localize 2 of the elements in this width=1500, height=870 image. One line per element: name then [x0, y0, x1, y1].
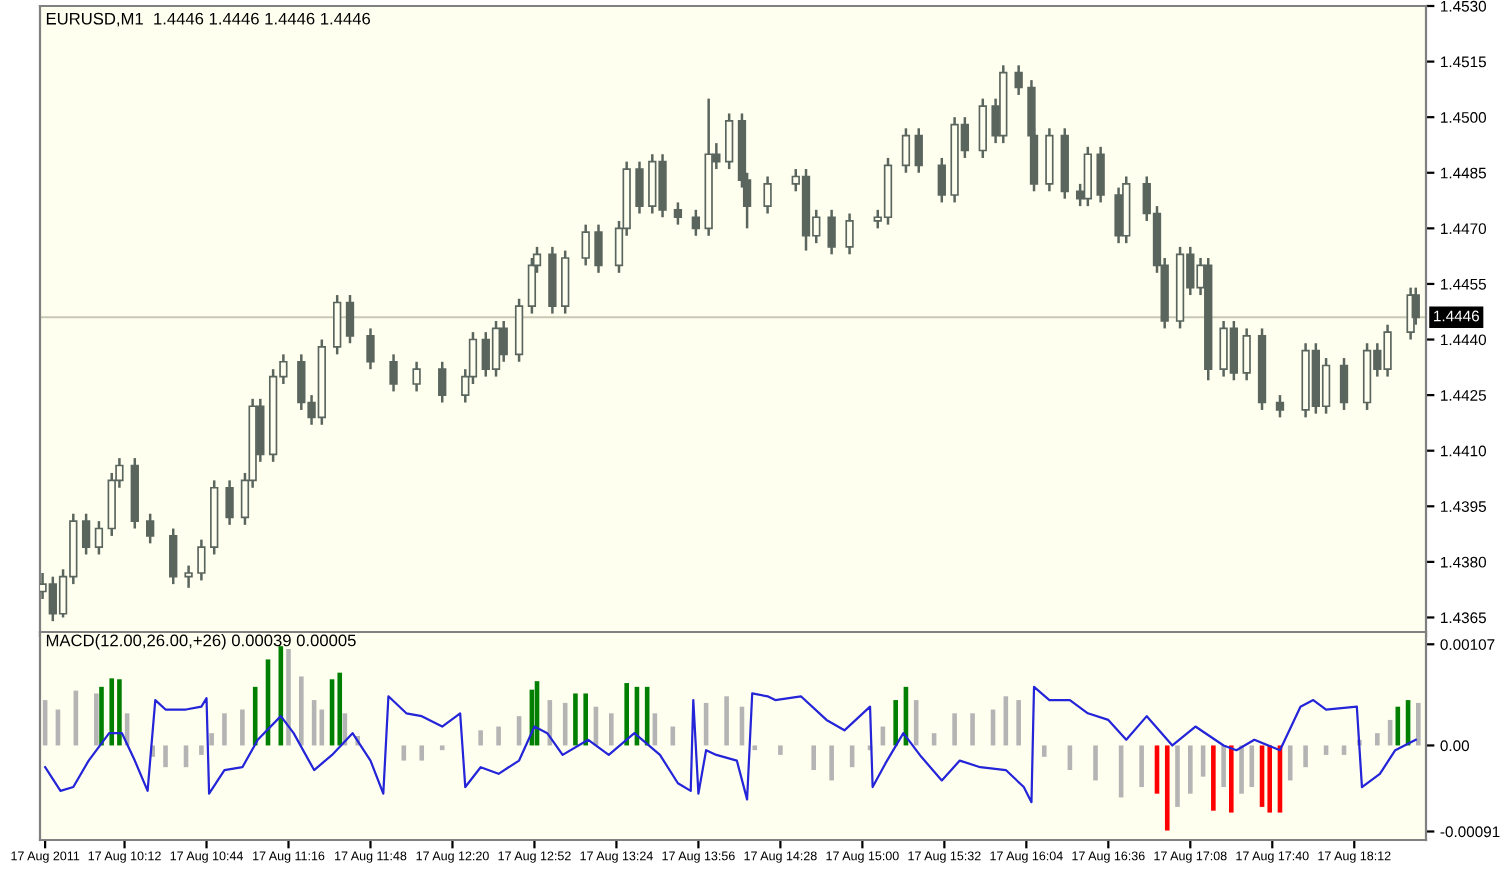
chart-title: EURUSD,M1 1.4446 1.4446 1.4446 1.4446: [46, 12, 371, 27]
chart-title: MACD(12.00,26.00,+26) 0.00039 0.00005: [46, 634, 356, 650]
